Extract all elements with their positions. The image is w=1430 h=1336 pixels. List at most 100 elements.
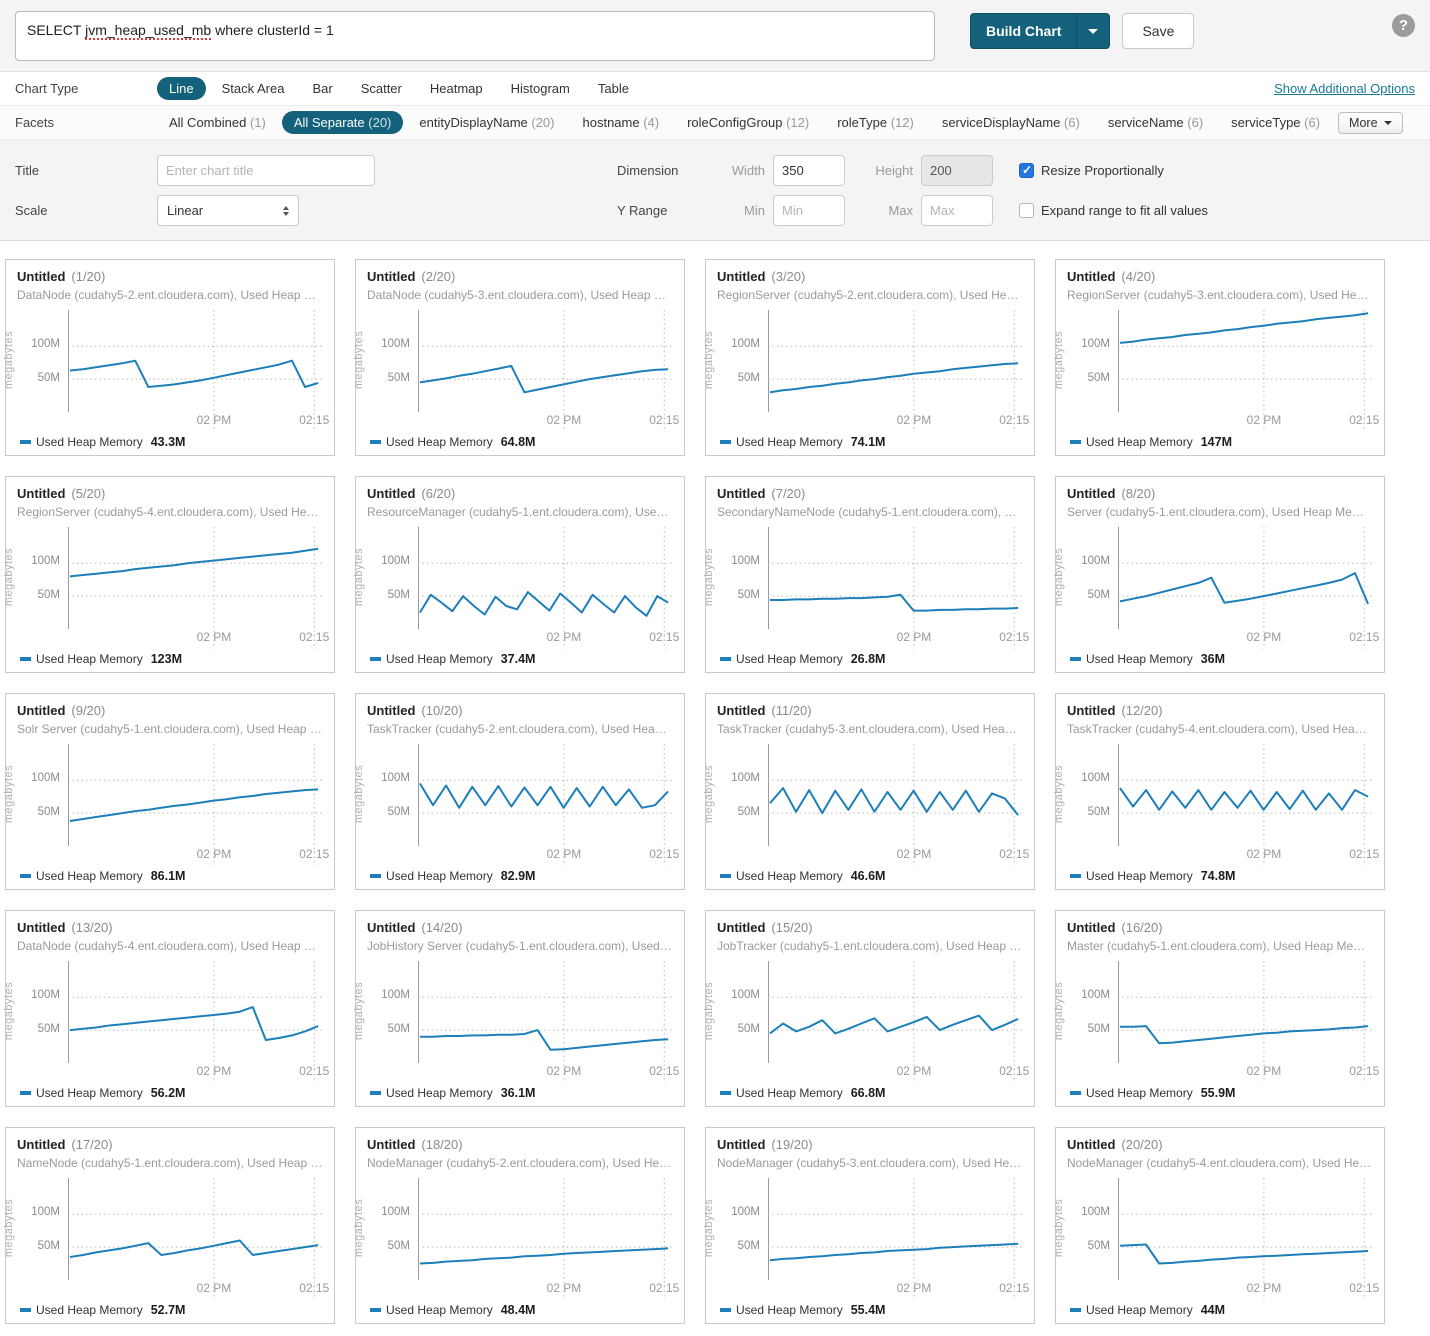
chevron-down-icon — [1383, 120, 1392, 125]
legend-swatch-icon — [1070, 657, 1081, 661]
y-tick-100m: 100M — [1081, 555, 1110, 567]
chart-index: (9/20) — [71, 703, 106, 718]
chart-type-option-bar[interactable]: Bar — [312, 81, 333, 96]
facet-option-servicename[interactable]: serviceName (6) — [1107, 115, 1204, 130]
x-tick-0215: 02:15 — [649, 630, 680, 644]
chart-card-header: Untitled (10/20) TaskTracker (cudahy5-2.e… — [356, 703, 684, 736]
expand-range-checkbox[interactable]: Expand range to fit all values — [1019, 203, 1208, 218]
chart-card[interactable]: Untitled (9/20) Solr Server (cudahy5-1.en… — [3, 693, 335, 890]
chart-card-header: Untitled (20/20) NodeManager (cudahy5-4.e… — [1056, 1137, 1384, 1170]
chart-card[interactable]: Untitled (4/20) RegionServer (cudahy5-3.e… — [1053, 259, 1385, 456]
chart-card[interactable]: Untitled (7/20) SecondaryNameNode (cudahy… — [703, 476, 1035, 673]
build-chart-dropdown-toggle[interactable] — [1076, 14, 1109, 48]
scale-select[interactable]: Linear — [157, 195, 299, 226]
chart-legend: Used Heap Memory 147M — [1070, 435, 1374, 449]
y-tick-50m: 50M — [387, 1240, 410, 1252]
legend-value: 36.1M — [500, 1086, 536, 1100]
y-tick-50m: 50M — [737, 806, 760, 818]
chart-index: (2/20) — [421, 269, 456, 284]
chart-card[interactable]: Untitled (1/20) DataNode (cudahy5-2.ent.c… — [3, 259, 335, 456]
scale-label: Scale — [15, 203, 48, 218]
facet-option-servicetype[interactable]: serviceType (6) — [1231, 115, 1321, 130]
chart-title-line: Untitled (6/20) — [367, 486, 673, 501]
help-icon[interactable]: ? — [1392, 14, 1415, 37]
facet-option-hostname[interactable]: hostname (4) — [582, 115, 660, 130]
chart-type-option-histogram[interactable]: Histogram — [510, 81, 570, 96]
toolbar-actions: Build Chart Save — [970, 13, 1195, 49]
chart-legend: Used Heap Memory 48.4M — [370, 1303, 674, 1317]
x-tick-02pm: 02 PM — [546, 413, 582, 427]
chart-index: (14/20) — [421, 920, 463, 935]
build-chart-button[interactable]: Build Chart — [970, 13, 1111, 49]
y-max-input[interactable] — [921, 195, 993, 226]
width-label: Width — [731, 163, 765, 178]
facet-option-servicedisplayname[interactable]: serviceDisplayName (6) — [941, 115, 1080, 130]
chart-title: Untitled — [717, 269, 766, 284]
facets-more-label: More — [1349, 115, 1378, 130]
chart-card[interactable]: Untitled (14/20) JobHistory Server (cudah… — [353, 910, 685, 1107]
y-tick-50m: 50M — [37, 372, 60, 384]
chart-card[interactable]: Untitled (19/20) NodeManager (cudahy5-3.e… — [703, 1127, 1035, 1324]
facet-option-all-separate[interactable]: All Separate (20) — [281, 111, 404, 134]
chart-subtitle: RegionServer (cudahy5-2.ent.cloudera.com… — [717, 288, 1023, 302]
chart-card[interactable]: Untitled (11/20) TaskTracker (cudahy5-3.e… — [703, 693, 1035, 890]
resize-proportionally-checkbox[interactable]: Resize Proportionally — [1019, 163, 1164, 178]
chart-type-row: Chart Type Line Stack Area Bar Scatter Heatm… — [0, 72, 1430, 106]
x-tick-02pm: 02 PM — [1246, 630, 1282, 644]
facet-options: All Combined (1) All Separate (20) entityD… — [157, 111, 1332, 134]
y-axis-label: megabytes — [703, 330, 715, 390]
chart-title-line: Untitled (17/20) — [17, 1137, 323, 1152]
y-axis-label: megabytes — [3, 330, 15, 390]
chart-card[interactable]: Untitled (6/20) ResourceManager (cudahy5-… — [353, 476, 685, 673]
legend-swatch-icon — [1070, 874, 1081, 878]
chart-title-input[interactable] — [157, 155, 375, 186]
chart-card[interactable]: Untitled (3/20) RegionServer (cudahy5-2.e… — [703, 259, 1035, 456]
facets-more-button[interactable]: More — [1338, 111, 1403, 134]
legend-swatch-icon — [370, 657, 381, 661]
facet-option-all-combined[interactable]: All Combined (1) — [169, 115, 266, 130]
width-input[interactable] — [773, 155, 845, 186]
facet-option-entitydisplayname[interactable]: entityDisplayName (20) — [419, 115, 555, 130]
y-tick-50m: 50M — [1087, 1023, 1110, 1035]
show-additional-options-link[interactable]: Show Additional Options — [1274, 81, 1415, 96]
legend-label: Used Heap Memory — [736, 435, 843, 449]
legend-label: Used Heap Memory — [386, 1086, 493, 1100]
y-axis-label: megabytes — [3, 547, 15, 607]
x-tick-02pm: 02 PM — [196, 413, 232, 427]
chart-card[interactable]: Untitled (10/20) TaskTracker (cudahy5-2.e… — [353, 693, 685, 890]
query-input[interactable]: SELECT jvm_heap_used_mb where clusterId … — [15, 11, 935, 61]
chart-card[interactable]: Untitled (15/20) JobTracker (cudahy5-1.en… — [703, 910, 1035, 1107]
chart-card[interactable]: Untitled (2/20) DataNode (cudahy5-3.ent.c… — [353, 259, 685, 456]
chart-card[interactable]: Untitled (8/20) Server (cudahy5-1.ent.clo… — [1053, 476, 1385, 673]
scale-yrange-row: Scale Linear Y Range Min Max Expand rang… — [15, 195, 1415, 226]
chart-card[interactable]: Untitled (20/20) NodeManager (cudahy5-4.e… — [1053, 1127, 1385, 1324]
chart-type-option-scatter[interactable]: Scatter — [360, 81, 402, 96]
chart-card[interactable]: Untitled (17/20) NameNode (cudahy5-1.ent.… — [3, 1127, 335, 1324]
y-tick-50m: 50M — [387, 589, 410, 601]
dimension-label: Dimension — [617, 163, 679, 178]
chart-card[interactable]: Untitled (12/20) TaskTracker (cudahy5-4.e… — [1053, 693, 1385, 890]
chart-card[interactable]: Untitled (18/20) NodeManager (cudahy5-2.e… — [353, 1127, 685, 1324]
save-button[interactable]: Save — [1122, 13, 1195, 49]
chart-type-option-stack-area[interactable]: Stack Area — [221, 81, 285, 96]
chart-type-option-heatmap[interactable]: Heatmap — [429, 81, 483, 96]
y-tick-100m: 100M — [381, 338, 410, 350]
chart-title: Untitled — [1067, 1137, 1116, 1152]
chart-card[interactable]: Untitled (16/20) Master (cudahy5-1.ent.cl… — [1053, 910, 1385, 1107]
chart-title-line: Untitled (16/20) — [1067, 920, 1373, 935]
y-tick-100m: 100M — [381, 555, 410, 567]
facet-option-roleconfiggroup[interactable]: roleConfigGroup (12) — [687, 115, 810, 130]
chart-card[interactable]: Untitled (5/20) RegionServer (cudahy5-4.e… — [3, 476, 335, 673]
x-tick-0215: 02:15 — [1349, 413, 1380, 427]
legend-value: 82.9M — [500, 869, 536, 883]
chart-type-option-table[interactable]: Table — [597, 81, 629, 96]
facet-option-roletype[interactable]: roleType (12) — [837, 115, 914, 130]
chart-type-option-line[interactable]: Line — [157, 77, 206, 100]
chart-card[interactable]: Untitled (13/20) DataNode (cudahy5-4.ent.… — [3, 910, 335, 1107]
y-tick-50m: 50M — [1087, 1240, 1110, 1252]
y-axis-label: megabytes — [353, 330, 365, 390]
y-axis-label: megabytes — [353, 1198, 365, 1258]
chart-index: (8/20) — [1121, 486, 1156, 501]
y-min-input[interactable] — [773, 195, 845, 226]
legend-value: 74.1M — [850, 435, 886, 449]
